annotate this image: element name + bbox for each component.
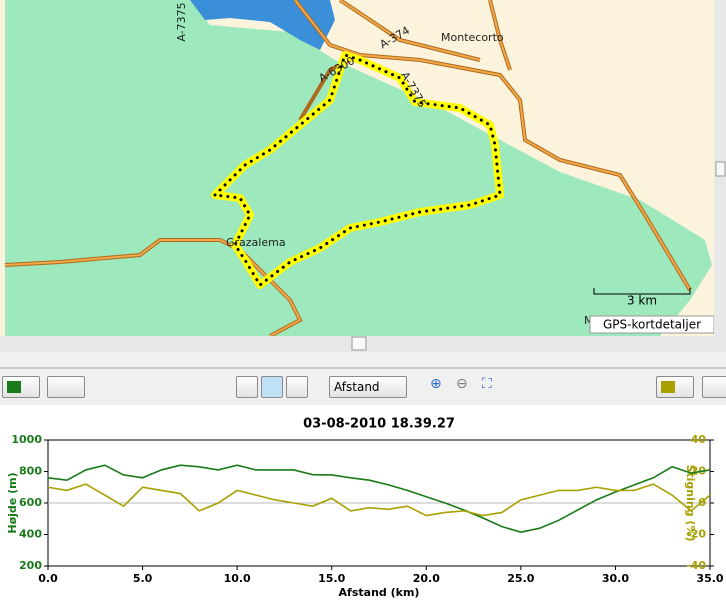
place-label: M bbox=[584, 314, 594, 327]
axis-select[interactable]: Afstand bbox=[329, 376, 407, 398]
x-tick-label: 5.0 bbox=[133, 572, 153, 585]
series-line bbox=[47, 464, 711, 533]
water bbox=[190, 0, 335, 50]
fill-button[interactable] bbox=[261, 376, 283, 398]
x-tick-label: 15.0 bbox=[318, 572, 345, 585]
x-axis-label: Afstand (km) bbox=[339, 586, 420, 599]
zoom-out[interactable]: ⊖ bbox=[456, 376, 468, 392]
color-button-2[interactable] bbox=[656, 376, 694, 398]
y-tick-label: 400 bbox=[19, 528, 42, 541]
color-button[interactable] bbox=[2, 376, 40, 398]
y-tick-label: 1000 bbox=[11, 433, 42, 446]
y2-tick-label: 40 bbox=[691, 433, 707, 446]
v-scroll-thumb[interactable] bbox=[715, 161, 726, 177]
x-tick-label: 0.0 bbox=[38, 572, 58, 585]
scale-bar bbox=[593, 288, 691, 295]
y2-axis-label: Stigning (%) bbox=[684, 464, 697, 541]
x-tick-label: 20.0 bbox=[413, 572, 440, 585]
x-tick-label: 30.0 bbox=[602, 572, 629, 585]
zoom-in[interactable]: ⊕ bbox=[430, 376, 442, 392]
swatch bbox=[661, 381, 675, 393]
scale-label: 3 km bbox=[627, 294, 657, 308]
extra-button[interactable] bbox=[702, 376, 726, 398]
zoom-fit[interactable]: ⛶ bbox=[482, 376, 492, 392]
roads-fill bbox=[4, 0, 691, 337]
map-caption: GPS-kortdetaljer bbox=[603, 318, 701, 332]
x-tick-label: 10.0 bbox=[224, 572, 251, 585]
crosshair-button[interactable] bbox=[236, 376, 258, 398]
x-tick-label: 25.0 bbox=[507, 572, 534, 585]
style-button[interactable] bbox=[47, 376, 85, 398]
y2-tick-label: -20 bbox=[686, 528, 706, 541]
y-tick-label: 800 bbox=[19, 465, 42, 478]
track-points bbox=[211, 53, 502, 288]
y-tick-label: 200 bbox=[19, 559, 42, 572]
place-label: Montecorto bbox=[441, 31, 504, 44]
y-axis-label: Højde (m) bbox=[6, 472, 19, 533]
park-area bbox=[5, 0, 712, 336]
series-line bbox=[47, 483, 711, 517]
map[interactable]: A-7375 A-374 A-6300 A-7375 Montecorto Gr… bbox=[0, 0, 715, 338]
elevation-chart: 03-08-2010 18.39.27 0.0 5.0 10.0 15.0 20.0 25.… bbox=[6, 417, 724, 600]
y-tick-label: 600 bbox=[19, 496, 42, 509]
swatch bbox=[7, 381, 21, 393]
y2-tick-label: -40 bbox=[686, 559, 706, 572]
x-tick-label: 35.0 bbox=[696, 572, 723, 585]
h-scroll-thumb[interactable] bbox=[351, 336, 367, 351]
chart-title: 03-08-2010 18.39.27 bbox=[303, 417, 455, 432]
place-label: Grazalema bbox=[226, 236, 286, 249]
y2-tick-label: 20 bbox=[691, 465, 707, 478]
curve-button[interactable] bbox=[286, 376, 308, 398]
road-label: A-7375 bbox=[175, 2, 188, 41]
